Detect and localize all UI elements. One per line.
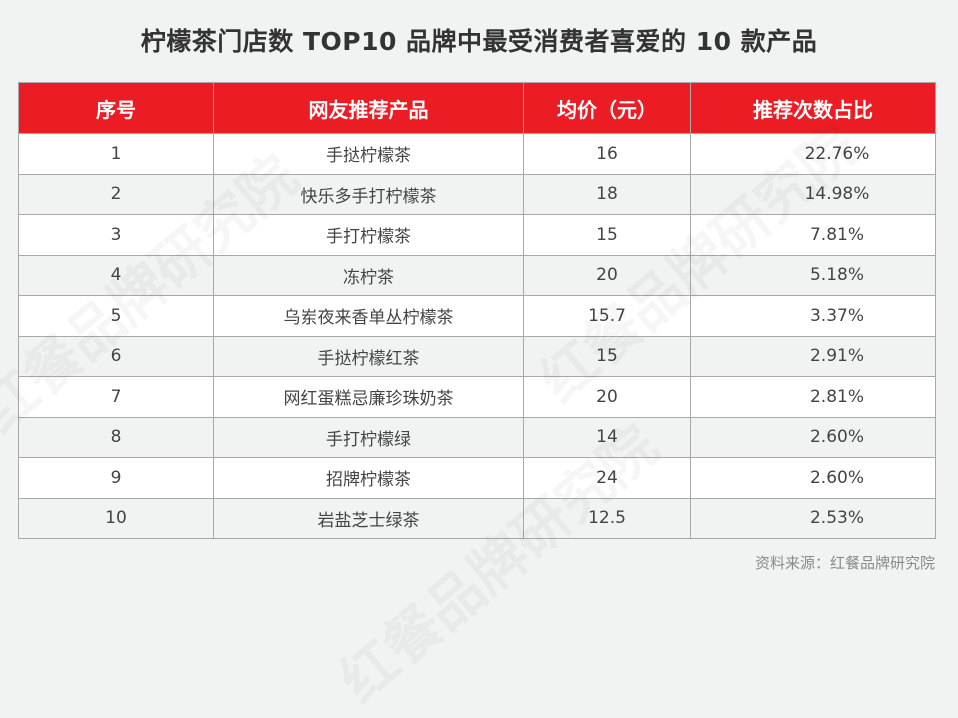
product-cell: 手挞柠檬茶 xyxy=(213,133,524,175)
share-cell: 2.60% xyxy=(690,457,936,499)
table-row: 4 冻柠茶 20 5.18% xyxy=(18,254,936,296)
rank-cell: 9 xyxy=(18,457,214,499)
price-cell: 18 xyxy=(523,173,691,215)
price-cell: 15 xyxy=(523,214,691,256)
share-cell: 2.81% xyxy=(690,376,936,418)
product-cell: 招牌柠檬茶 xyxy=(213,457,524,499)
header-price: 均价（元） xyxy=(523,82,691,134)
table-row: 5 乌岽夜来香单丛柠檬茶 15.7 3.37% xyxy=(18,295,936,337)
product-cell: 乌岽夜来香单丛柠檬茶 xyxy=(213,295,524,337)
product-cell: 手打柠檬茶 xyxy=(213,214,524,256)
product-cell: 冻柠茶 xyxy=(213,254,524,296)
table-row: 7 网红蛋糕忌廉珍珠奶茶 20 2.81% xyxy=(18,376,936,418)
price-cell: 16 xyxy=(523,133,691,175)
price-cell: 15.7 xyxy=(523,295,691,337)
product-cell: 快乐多手打柠檬茶 xyxy=(213,173,524,215)
rank-cell: 10 xyxy=(18,497,214,539)
share-cell: 2.60% xyxy=(690,416,936,458)
product-cell: 岩盐芝士绿茶 xyxy=(213,497,524,539)
rank-cell: 4 xyxy=(18,254,214,296)
rank-cell: 6 xyxy=(18,335,214,377)
table-row: 10 岩盐芝士绿茶 12.5 2.53% xyxy=(18,497,936,539)
share-cell: 7.81% xyxy=(690,214,936,256)
page-title: 柠檬茶门店数 TOP10 品牌中最受消费者喜爱的 10 款产品 xyxy=(140,27,818,56)
rank-cell: 2 xyxy=(18,173,214,215)
price-cell: 14 xyxy=(523,416,691,458)
header-product: 网友推荐产品 xyxy=(213,82,524,134)
price-cell: 15 xyxy=(523,335,691,377)
rank-cell: 5 xyxy=(18,295,214,337)
rank-cell: 8 xyxy=(18,416,214,458)
share-cell: 2.91% xyxy=(690,335,936,377)
table-row: 6 手挞柠檬红茶 15 2.91% xyxy=(18,335,936,377)
price-cell: 20 xyxy=(523,376,691,418)
table-row: 3 手打柠檬茶 15 7.81% xyxy=(18,214,936,256)
product-cell: 手打柠檬绿 xyxy=(213,416,524,458)
share-cell: 5.18% xyxy=(690,254,936,296)
price-cell: 20 xyxy=(523,254,691,296)
source-note: 资料来源：红餐品牌研究院 xyxy=(754,554,935,572)
products-table: 序号 网友推荐产品 均价（元） 推荐次数占比 1 手挞柠檬茶 16 22.76% 2 快乐… xyxy=(18,82,936,539)
table-row: 2 快乐多手打柠檬茶 18 14.98% xyxy=(18,173,936,215)
table-row: 9 招牌柠檬茶 24 2.60% xyxy=(18,457,936,499)
share-cell: 3.37% xyxy=(690,295,936,337)
table-header-row: 序号 网友推荐产品 均价（元） 推荐次数占比 xyxy=(18,82,936,134)
share-cell: 14.98% xyxy=(690,173,936,215)
header-share: 推荐次数占比 xyxy=(690,82,936,134)
share-cell: 2.53% xyxy=(690,497,936,539)
header-rank: 序号 xyxy=(18,82,214,134)
price-cell: 24 xyxy=(523,457,691,499)
rank-cell: 1 xyxy=(18,133,214,175)
product-cell: 手挞柠檬红茶 xyxy=(213,335,524,377)
table-row: 8 手打柠檬绿 14 2.60% xyxy=(18,416,936,458)
rank-cell: 3 xyxy=(18,214,214,256)
price-cell: 12.5 xyxy=(523,497,691,539)
share-cell: 22.76% xyxy=(690,133,936,175)
table-row: 1 手挞柠檬茶 16 22.76% xyxy=(18,133,936,175)
rank-cell: 7 xyxy=(18,376,214,418)
product-cell: 网红蛋糕忌廉珍珠奶茶 xyxy=(213,376,524,418)
